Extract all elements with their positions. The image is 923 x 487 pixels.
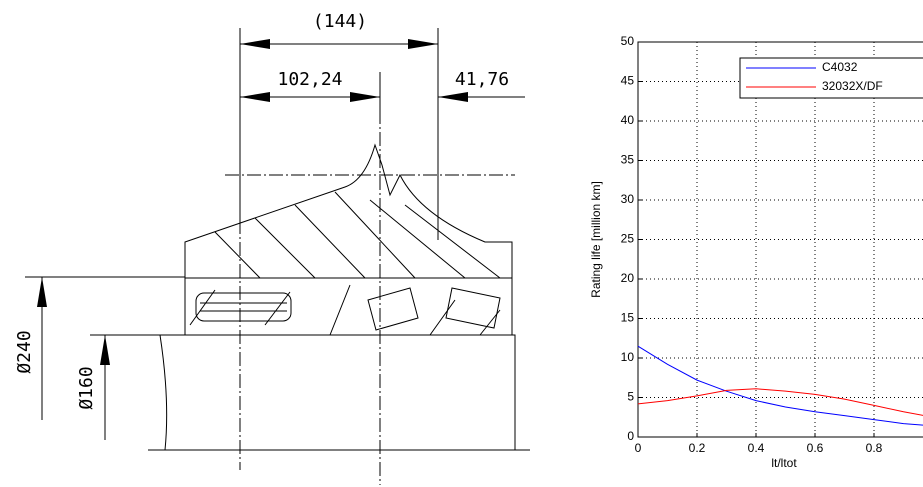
series-line [637, 388, 923, 416]
x-tick-label: 0.2 [689, 441, 706, 455]
plot-frame [637, 41, 923, 438]
y-tick-label: 0 [627, 429, 634, 443]
arrow [240, 92, 270, 102]
legend-label: 32032X/DF [822, 79, 883, 93]
arrow [37, 277, 47, 307]
y-tick-label: 20 [621, 271, 635, 285]
hatching [189, 284, 501, 336]
x-tick-label: 0.8 [866, 441, 883, 455]
legend-box [739, 57, 923, 99]
dimension-label: (144) [313, 11, 367, 32]
shaft [159, 334, 516, 451]
inner-ring [184, 277, 513, 336]
bearing-drawing: (144) 102,24 41,76 Ø240 [14, 11, 530, 485]
y-tick-label: 30 [621, 192, 635, 206]
x-tick-label: 0.6 [807, 441, 824, 455]
x-axis-label: lt/ltot [771, 456, 797, 470]
y-tick-label: 50 [621, 34, 635, 48]
dimension-label: 41,76 [455, 69, 509, 90]
outer-ring [184, 143, 513, 279]
roller [445, 287, 501, 329]
arrow [100, 335, 110, 365]
arrow [438, 92, 468, 102]
roller [367, 287, 419, 331]
series-line [637, 345, 923, 426]
legend: C4032 32032X/DF [739, 57, 923, 99]
legend-label: C4032 [822, 60, 858, 74]
x-tick-label: 0 [635, 441, 642, 455]
dimension-label: Ø240 [14, 330, 35, 373]
hatching [214, 191, 501, 279]
y-axis-label: Rating life [million km] [589, 181, 603, 298]
plot-area [638, 42, 923, 437]
y-tick-label: 5 [627, 390, 634, 404]
dimension-label: Ø160 [76, 366, 97, 409]
x-tick-label: 0.4 [748, 441, 765, 455]
y-tick-label: 10 [621, 350, 635, 364]
y-tick-label: 45 [621, 74, 635, 88]
chart: 0 5 10 15 20 25 30 35 40 45 50 0 0.2 0.4 0.6 0.8 lt/ltot… [589, 34, 923, 470]
arrow [240, 39, 270, 49]
roller [195, 292, 292, 322]
arrow [408, 39, 438, 49]
y-tick-label: 35 [621, 153, 635, 167]
y-tick-label: 15 [621, 311, 635, 325]
y-tick-label: 25 [621, 232, 635, 246]
arrow [350, 92, 380, 102]
y-tick-label: 40 [621, 113, 635, 127]
dimension-label: 102,24 [277, 69, 342, 90]
